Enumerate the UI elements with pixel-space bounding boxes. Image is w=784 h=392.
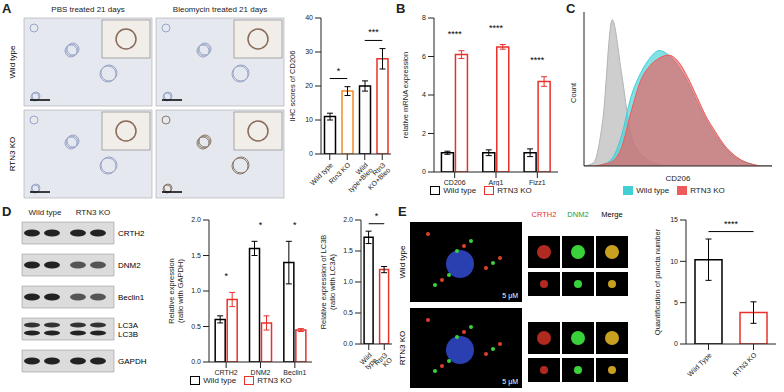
svg-text:RTN3 KO: RTN3 KO [731,351,758,378]
svg-text:DNM2: DNM2 [118,261,141,270]
svg-text:****: **** [724,219,739,229]
svg-text:Wild type: Wild type [8,45,17,78]
svg-text:10: 10 [305,116,313,123]
svg-text:*: * [375,211,379,221]
svg-text:*: * [259,220,263,230]
svg-text:Relative expression: Relative expression [167,258,176,323]
svg-text:0.5: 0.5 [343,309,353,316]
svg-text:Wild Type: Wild Type [686,351,713,378]
svg-text:****: **** [489,23,504,33]
svg-text:0: 0 [309,150,313,157]
svg-text:10: 10 [670,258,678,265]
svg-text:15: 15 [670,216,678,223]
svg-text:relative mRNA expression: relative mRNA expression [401,52,410,138]
svg-text:Rtn3KO+Bleo: Rtn3KO+Bleo [362,161,392,191]
svg-text:***: *** [368,27,379,37]
svg-text:5 μM: 5 μM [502,378,518,386]
svg-text:CRTH2: CRTH2 [215,369,238,376]
svg-text:Fizz1: Fizz1 [529,179,546,186]
svg-text:RTN3 KO: RTN3 KO [8,137,17,172]
svg-text:IHC scores of CD206: IHC scores of CD206 [288,51,297,122]
svg-text:1.0: 1.0 [343,278,353,285]
svg-text:DNM2: DNM2 [251,369,271,376]
svg-text:CD206: CD206 [666,174,691,183]
svg-text:Beclin1: Beclin1 [283,369,306,376]
svg-text:Merge: Merge [601,210,622,219]
svg-text:Wild type: Wild type [398,245,407,278]
svg-text:0: 0 [674,340,678,347]
svg-text:Count: Count [569,82,578,103]
svg-text:(ratio with LC3A): (ratio with LC3A) [328,254,337,310]
svg-text:2.0: 2.0 [191,216,201,223]
svg-text:Relative expression of LC3B: Relative expression of LC3B [319,235,328,330]
svg-text:(ratio with GAPDH): (ratio with GAPDH) [176,259,185,323]
svg-text:CRTH2: CRTH2 [118,229,145,238]
svg-text:CRTH2: CRTH2 [532,210,557,219]
svg-text:2.0: 2.0 [343,216,353,223]
svg-text:****: **** [530,55,545,65]
svg-text:CD206: CD206 [444,179,466,186]
svg-text:40: 40 [305,14,313,21]
svg-text:6: 6 [422,53,426,60]
svg-text:RTN3 KO: RTN3 KO [398,331,407,366]
svg-text:0.0: 0.0 [191,358,201,365]
svg-text:1.5: 1.5 [191,252,201,259]
svg-text:*: * [224,271,228,281]
svg-text:2: 2 [422,130,426,137]
svg-text:5 μM: 5 μM [502,292,518,300]
svg-text:Arg1: Arg1 [489,179,504,186]
svg-text:5: 5 [674,299,678,306]
svg-text:LC3B: LC3B [118,330,138,339]
svg-text:Quantification of puncta numbe: Quantification of puncta number [653,228,662,335]
svg-text:Rtn3KO: Rtn3KO [373,351,394,372]
svg-text:30: 30 [305,48,313,55]
svg-text:4: 4 [422,91,426,98]
svg-text:DNM2: DNM2 [567,210,588,219]
svg-text:8: 8 [422,14,426,21]
svg-text:1.0: 1.0 [191,287,201,294]
svg-text:Beclin1: Beclin1 [118,293,145,302]
svg-text:0.5: 0.5 [191,323,201,330]
svg-text:0: 0 [422,168,426,175]
svg-text:0.0: 0.0 [343,340,353,347]
svg-text:1.5: 1.5 [343,247,353,254]
svg-text:Rtn3 KO: Rtn3 KO [328,161,352,185]
svg-text:20: 20 [305,82,313,89]
svg-text:*: * [293,220,297,230]
svg-text:LC3A: LC3A [118,321,139,330]
svg-text:****: **** [448,29,463,39]
svg-text:*: * [337,66,341,76]
svg-text:GAPDH: GAPDH [118,357,147,366]
